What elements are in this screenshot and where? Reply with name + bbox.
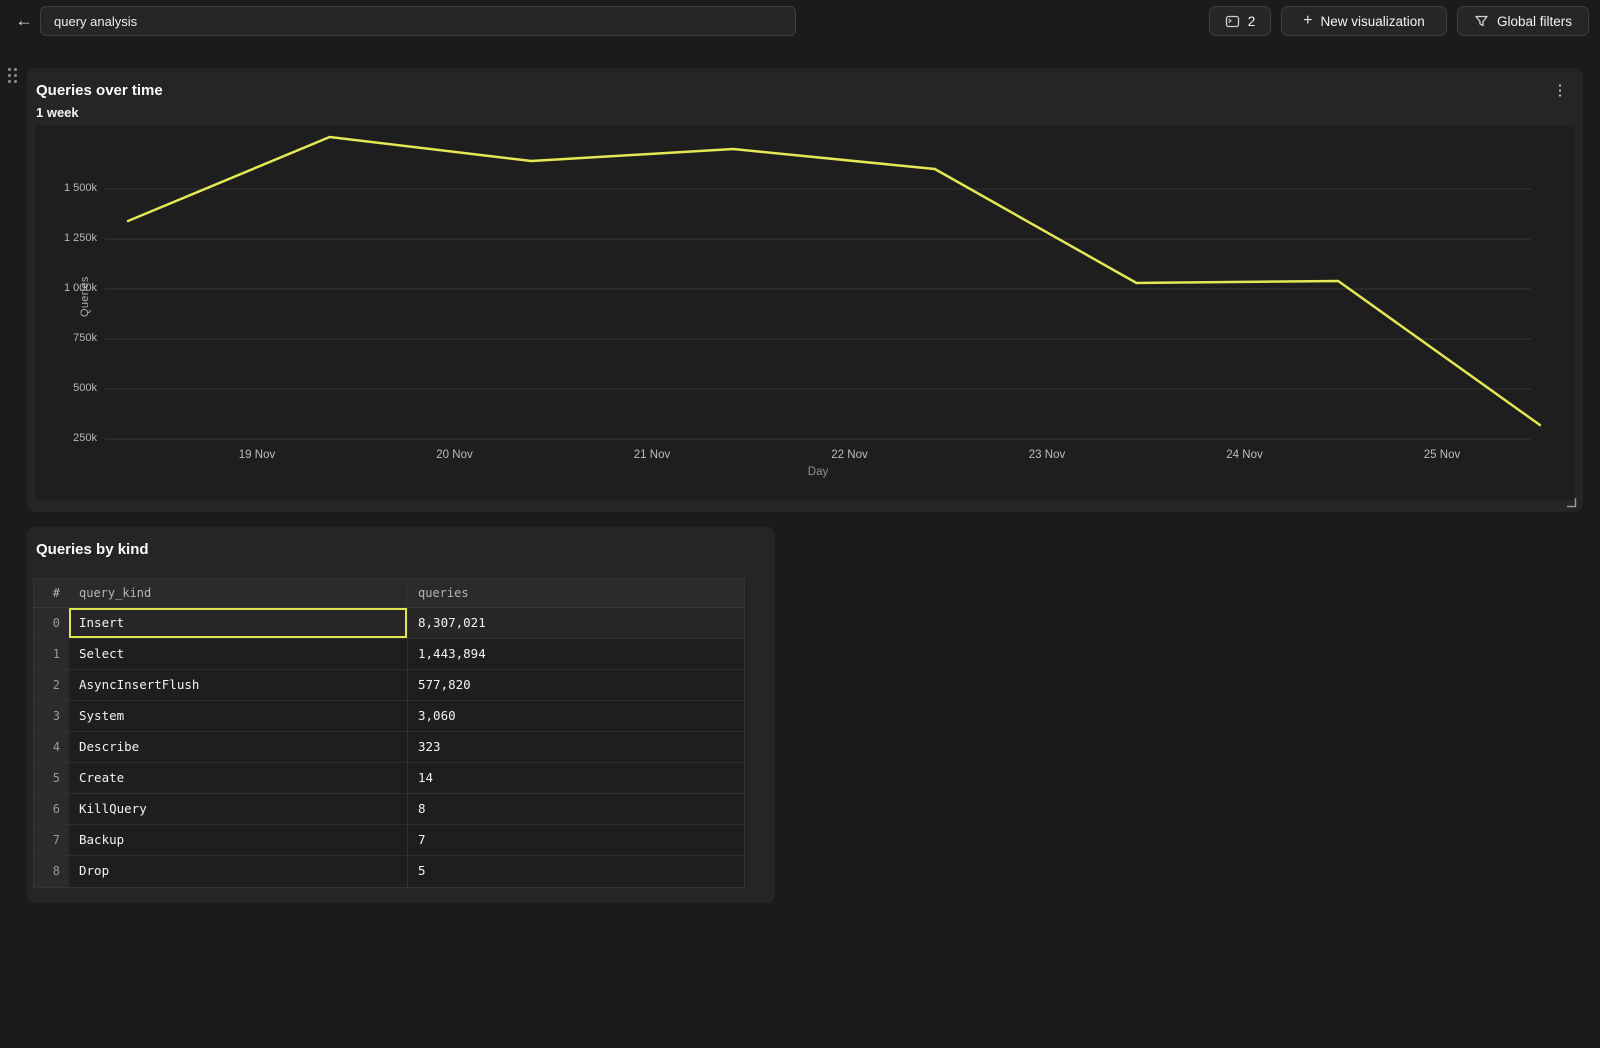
funnel-icon	[1474, 14, 1489, 29]
cell-query-kind[interactable]: Insert	[69, 608, 408, 638]
y-axis-title: Queries	[79, 276, 91, 317]
queries-over-time-panel: Queries over time 1 week ⋮ 1 500k 1 250k 1…	[27, 68, 1583, 512]
query-tabs-count: 2	[1247, 13, 1256, 29]
dashboard-title-input[interactable]	[40, 6, 796, 36]
row-index: 6	[34, 794, 69, 824]
cell-query-kind[interactable]: AsyncInsertFlush	[69, 670, 408, 700]
row-index: 1	[34, 639, 69, 669]
queries-series-line	[126, 135, 1542, 427]
cell-queries[interactable]: 577,820	[418, 677, 471, 692]
cell-queries[interactable]: 8,307,021	[408, 608, 744, 638]
queries-line-chart	[105, 135, 1542, 440]
y-tick-label: 1 500k	[63, 182, 97, 194]
global-filters-button[interactable]: Global filters	[1457, 6, 1589, 36]
queries-by-kind-table: # query_kind queries 0 Insert 8,307,021 1 Se…	[33, 578, 745, 888]
chart-title: Queries over time	[36, 82, 163, 99]
line-chart-canvas[interactable]: 1 500k 1 250k 1 000k 750k 500k 250k Queries 1…	[35, 125, 1575, 500]
topbar: ← 2 + New visualization Global filters	[0, 0, 1600, 42]
column-header-queries[interactable]: queries	[418, 586, 469, 600]
x-tick-label: 21 Nov	[633, 449, 671, 461]
x-axis-title: Day	[807, 466, 829, 478]
y-tick-label: 1 250k	[63, 232, 97, 244]
table-row: 4 Describe 323	[34, 732, 744, 763]
panel-drag-handle-icon[interactable]	[6, 66, 20, 86]
row-index: 8	[34, 856, 69, 887]
cell-query-kind[interactable]: Select	[69, 639, 408, 669]
x-tick-label: 19 Nov	[238, 449, 276, 461]
cell-queries[interactable]: 3,060	[418, 708, 456, 723]
table-row: 8 Drop 5	[34, 856, 744, 887]
queries-by-kind-panel: Queries by kind # query_kind queries 0 In…	[27, 527, 775, 903]
x-tick-label: 25 Nov	[1423, 449, 1461, 461]
table-title: Queries by kind	[36, 541, 149, 558]
row-index: 3	[34, 701, 69, 731]
y-tick-label: 750k	[73, 332, 97, 344]
back-button[interactable]: ←	[10, 7, 38, 35]
plus-icon: +	[1303, 11, 1313, 29]
x-tick-label: 23 Nov	[1028, 449, 1066, 461]
cell-queries[interactable]: 14	[418, 770, 434, 785]
cell-queries[interactable]: 323	[418, 739, 441, 754]
row-index: 2	[34, 670, 69, 700]
table-row: 2 AsyncInsertFlush 577,820	[34, 670, 744, 701]
chart-subtitle: 1 week	[36, 105, 79, 120]
y-tick-label: 1 000k	[63, 282, 97, 294]
cell-queries[interactable]: 5	[418, 863, 426, 878]
cell-query-kind[interactable]: Create	[69, 763, 408, 793]
table-row: 0 Insert 8,307,021	[34, 608, 744, 639]
x-tick-label: 20 Nov	[436, 449, 473, 461]
table-row: 1 Select 1,443,894	[34, 639, 744, 670]
x-tick-label: 24 Nov	[1226, 449, 1263, 461]
new-visualization-label: New visualization	[1320, 13, 1425, 29]
row-index: 5	[34, 763, 69, 793]
query-tabs-button[interactable]: 2	[1209, 6, 1271, 36]
cell-query-kind[interactable]: Describe	[69, 732, 408, 762]
row-index: 0	[34, 608, 69, 638]
y-tick-label: 250k	[73, 432, 97, 444]
console-icon	[1225, 15, 1240, 28]
table-row: 3 System 3,060	[34, 701, 744, 732]
column-header-index[interactable]: #	[34, 579, 69, 607]
x-tick-label: 22 Nov	[831, 449, 868, 461]
new-visualization-button[interactable]: + New visualization	[1281, 6, 1447, 36]
cell-query-kind[interactable]: Backup	[69, 825, 408, 855]
y-tick-label: 500k	[73, 382, 97, 394]
kebab-menu-icon[interactable]: ⋮	[1552, 82, 1568, 99]
table-row: 6 KillQuery 8	[34, 794, 744, 825]
cell-queries[interactable]: 1,443,894	[418, 646, 486, 661]
cell-queries[interactable]: 7	[418, 832, 426, 847]
table-row: 7 Backup 7	[34, 825, 744, 856]
panel-resize-handle-icon[interactable]	[1565, 496, 1578, 509]
table-header-row: # query_kind queries	[34, 579, 744, 608]
row-index: 7	[34, 825, 69, 855]
table-body: 0 Insert 8,307,021 1 Select 1,443,894 2 AsyncIn…	[34, 608, 744, 887]
cell-query-kind[interactable]: System	[69, 701, 408, 731]
cell-query-kind[interactable]: Drop	[69, 856, 408, 887]
row-index: 4	[34, 732, 69, 762]
cell-query-kind[interactable]: KillQuery	[69, 794, 408, 824]
table-row: 5 Create 14	[34, 763, 744, 794]
global-filters-label: Global filters	[1496, 13, 1573, 29]
column-header-query-kind[interactable]: query_kind	[69, 579, 408, 607]
cell-queries[interactable]: 8	[418, 801, 426, 816]
